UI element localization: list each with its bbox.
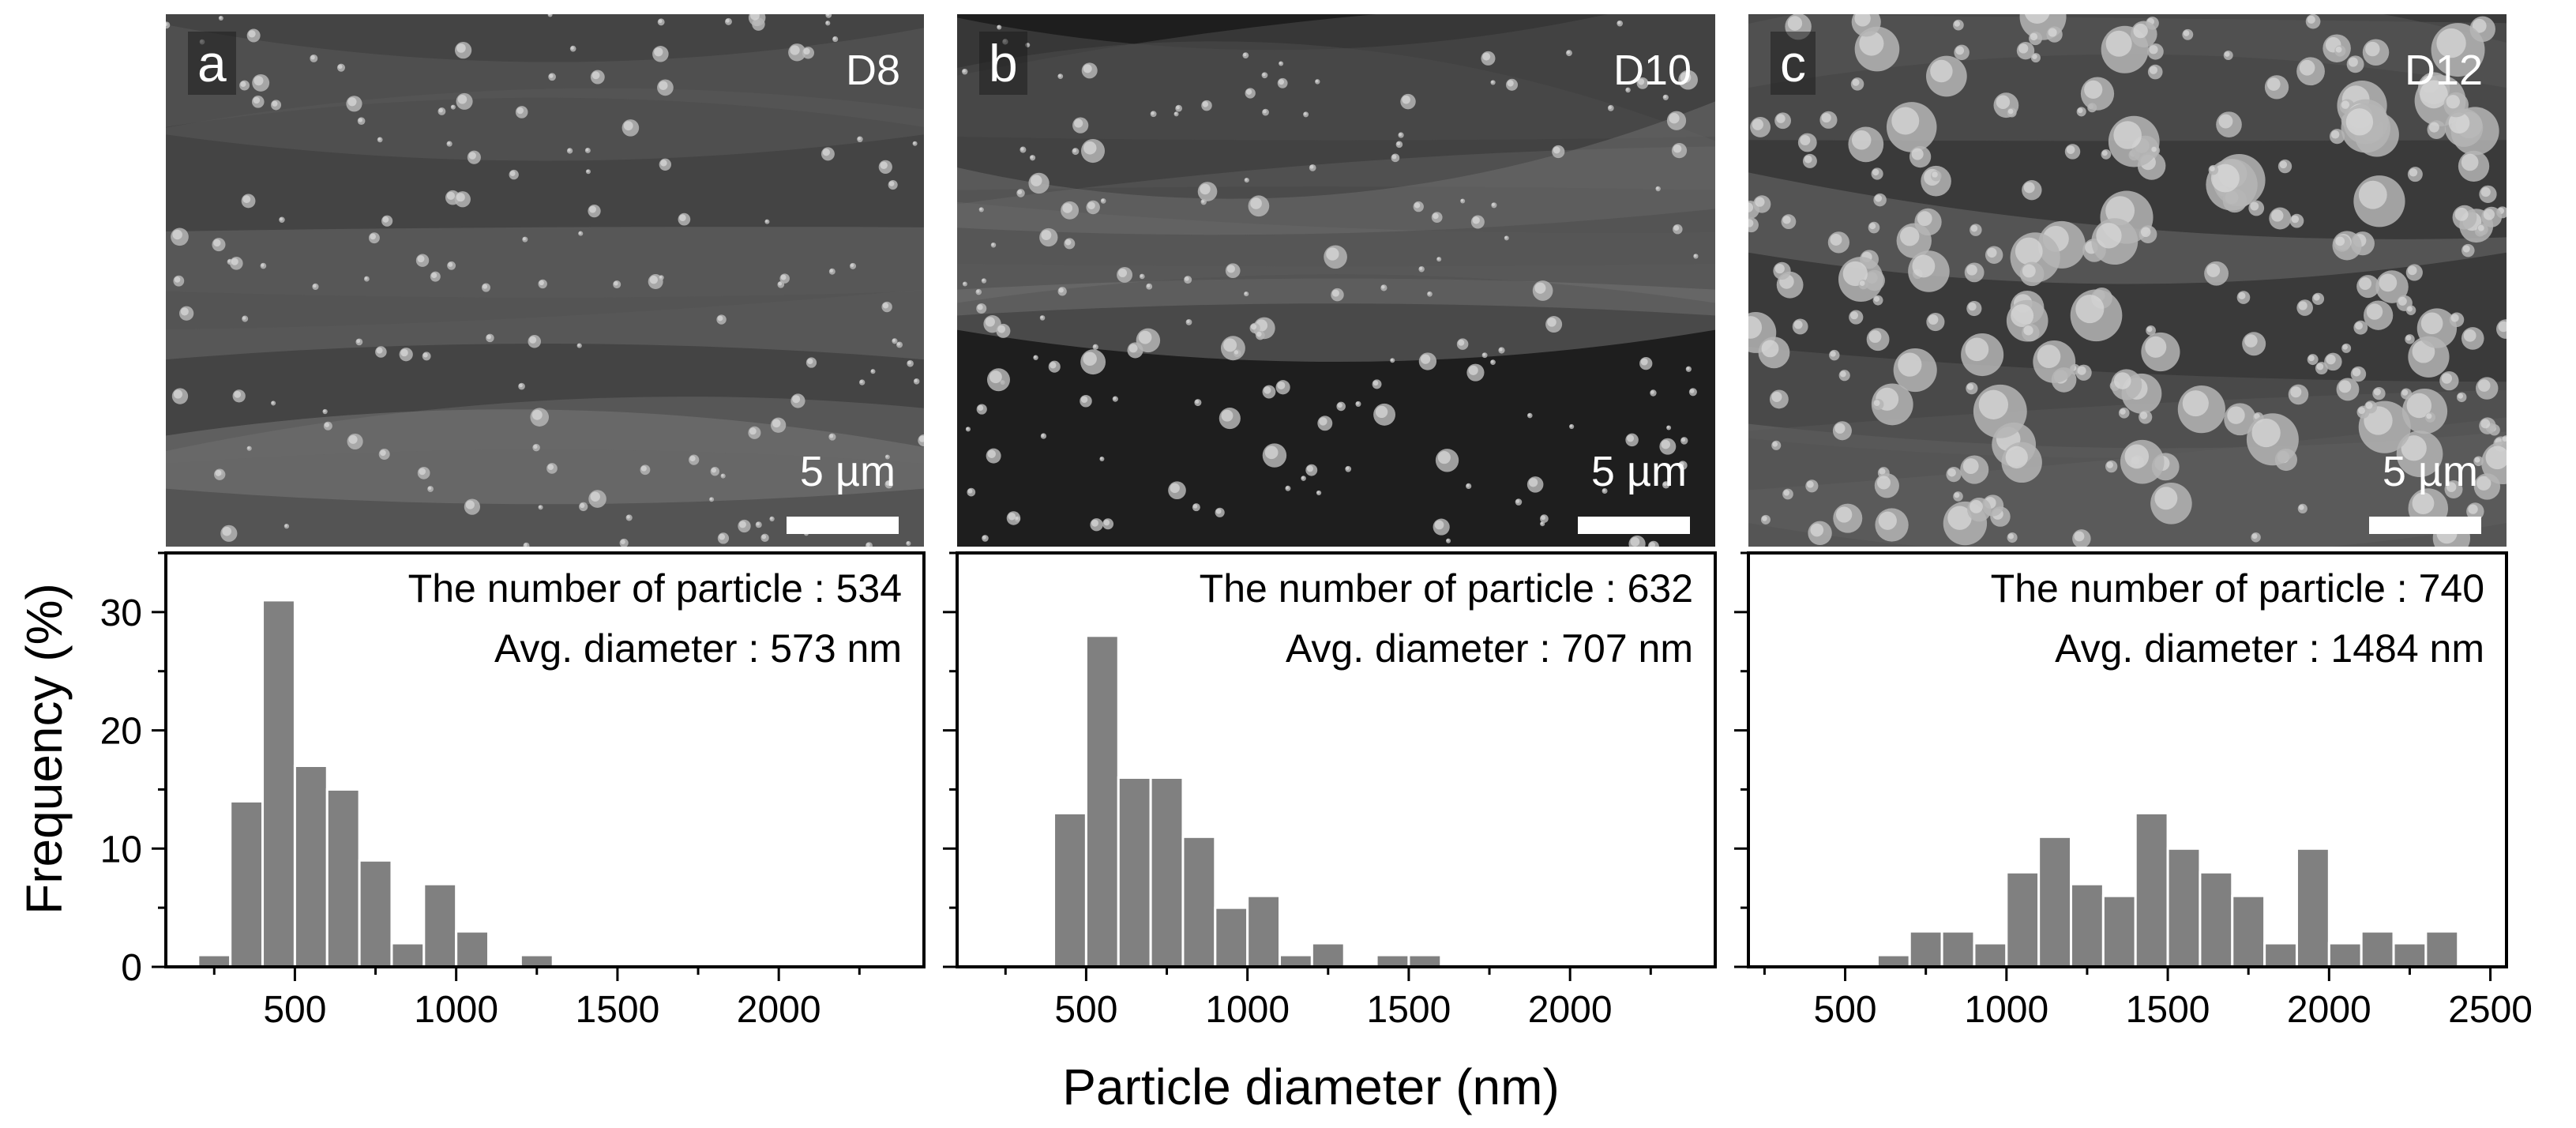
x-axis-title: Particle diameter (nm) (1062, 1058, 1560, 1115)
x-tick-label-c-2000: 2000 (2287, 989, 2371, 1031)
x-tick-label-c-500: 500 (1814, 989, 1877, 1031)
avg-diameter-a: Avg. diameter : 573 nm (494, 626, 902, 671)
histogram-bar-b-1550 (1407, 953, 1443, 968)
histogram-bar-c-2150 (2360, 930, 2395, 968)
panel-letter-c: c (1771, 32, 1816, 95)
histogram-bar-a-350 (229, 799, 265, 968)
x-tick-label-b-1000: 1000 (1205, 989, 1290, 1031)
scale-bar-a (787, 517, 899, 534)
plot-frame-c (1747, 551, 2508, 968)
sem-texture-c (1748, 14, 2507, 547)
histogram-bar-b-450 (1053, 811, 1087, 968)
histogram-bar-c-1150 (2037, 835, 2073, 968)
scale-bar-c (2369, 517, 2481, 534)
histogram-bar-c-650 (1876, 953, 1911, 968)
histogram-bar-a-1050 (455, 930, 490, 968)
histogram-bar-a-450 (261, 599, 296, 968)
histogram-bar-c-1650 (2199, 870, 2234, 968)
histogram-bar-b-1150 (1279, 953, 1313, 968)
sem-image-c: c D12 5 µm (1748, 14, 2507, 547)
particle-count-a: The number of particle : 534 (408, 566, 902, 611)
histogram-bar-b-750 (1149, 776, 1185, 968)
histogram-bar-c-1550 (2166, 847, 2202, 968)
plot-frame-a (164, 551, 926, 968)
histogram-bar-a-250 (197, 953, 232, 968)
sample-label-a: D8 (845, 47, 900, 94)
histogram-bar-c-2350 (2424, 930, 2460, 968)
histogram-bar-a-550 (293, 764, 329, 968)
histogram-bar-c-850 (1940, 930, 1976, 968)
histogram-bar-c-1950 (2295, 847, 2330, 968)
scale-bar-label-c: 5 µm (2382, 448, 2478, 495)
histogram-bar-b-650 (1117, 776, 1152, 968)
histogram-bar-c-2050 (2327, 942, 2363, 968)
histogram-bar-a-750 (358, 859, 393, 968)
x-tick-label-b-2000: 2000 (1528, 989, 1613, 1031)
histogram-bar-c-1750 (2231, 894, 2266, 968)
histogram-bar-b-1050 (1246, 894, 1282, 968)
y-tick-label-10: 10 (100, 829, 142, 870)
histogram-bar-a-850 (390, 942, 426, 968)
histogram-bar-c-1850 (2263, 942, 2298, 968)
histogram-bar-c-750 (1908, 930, 1943, 968)
scale-bar-label-b: 5 µm (1590, 448, 1687, 495)
sem-image-a: a D8 5 µm (166, 14, 924, 547)
histogram-bar-a-1250 (519, 953, 554, 968)
panel-letter-a: a (188, 32, 236, 95)
x-tick-label-b-500: 500 (1054, 989, 1117, 1031)
histogram-bar-c-1250 (2070, 882, 2105, 968)
histogram-bar-c-2250 (2392, 942, 2428, 968)
particle-count-c: The number of particle : 740 (1991, 566, 2484, 611)
x-tick-label-a-500: 500 (263, 989, 326, 1031)
particle-count-b: The number of particle : 632 (1200, 566, 1693, 611)
histogram-bar-b-1250 (1310, 942, 1346, 968)
histogram-bar-b-550 (1084, 634, 1120, 968)
x-tick-label-c-1000: 1000 (1964, 989, 2048, 1031)
sample-label-c: D12 (2404, 47, 2483, 94)
histogram-bar-b-850 (1181, 835, 1217, 968)
histogram-bar-a-650 (325, 788, 361, 968)
x-tick-label-c-1500: 1500 (2126, 989, 2210, 1031)
panel-letter-b: b (979, 32, 1027, 95)
y-tick-label-20: 20 (100, 711, 142, 753)
x-tick-label-a-1500: 1500 (576, 989, 660, 1031)
histogram-bar-b-950 (1214, 906, 1249, 968)
histogram-bar-b-1450 (1375, 953, 1410, 968)
x-tick-label-a-2000: 2000 (737, 989, 821, 1031)
sample-label-b: D10 (1613, 47, 1692, 94)
histogram-bar-c-1450 (2134, 811, 2169, 968)
y-axis-title: Frequency (%) (16, 583, 73, 915)
avg-diameter-c: Avg. diameter : 1484 nm (2055, 626, 2484, 671)
sem-texture-b (957, 14, 1715, 547)
histogram-bar-c-1050 (2005, 870, 2041, 968)
sem-texture-a (166, 14, 924, 547)
histogram-bar-c-1350 (2101, 894, 2137, 968)
plot-frame-b (956, 551, 1717, 968)
x-tick-label-a-1000: 1000 (414, 989, 498, 1031)
scale-bar-b (1578, 517, 1690, 534)
scale-bar-label-a: 5 µm (799, 448, 896, 495)
sem-image-b: b D10 5 µm (957, 14, 1715, 547)
x-tick-label-c-2500: 2500 (2448, 989, 2533, 1031)
histogram-bar-a-950 (422, 882, 458, 968)
avg-diameter-b: Avg. diameter : 707 nm (1286, 626, 1693, 671)
histogram-bar-c-950 (1973, 942, 2008, 968)
x-tick-label-b-1500: 1500 (1367, 989, 1451, 1031)
y-tick-label-0: 0 (121, 947, 142, 989)
y-tick-label-30: 30 (100, 592, 142, 634)
